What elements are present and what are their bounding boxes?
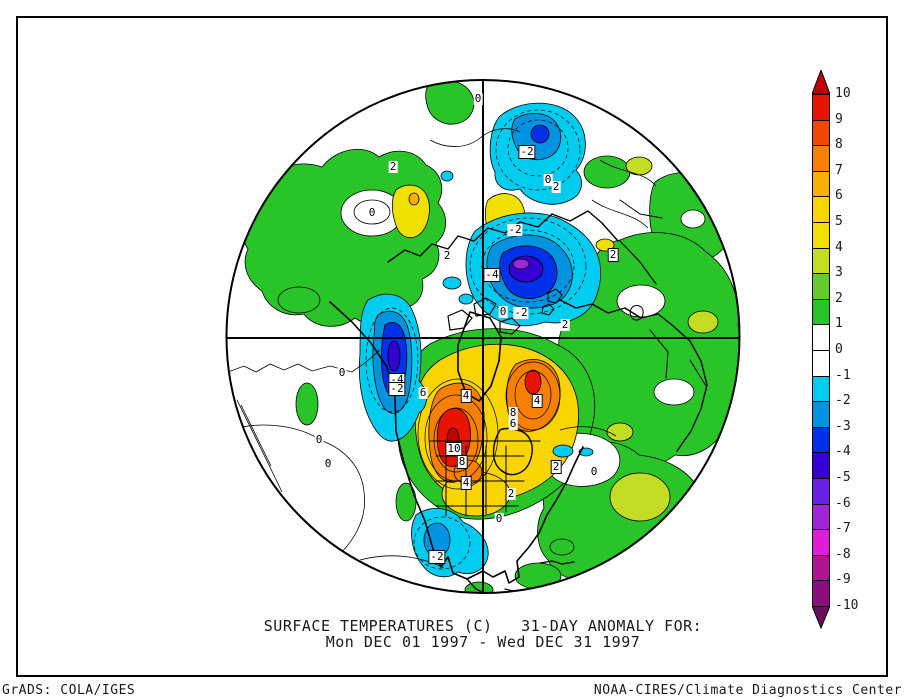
chart-title-line1: SURFACE TEMPERATURES (C) 31-DAY ANOMALY … <box>263 617 703 635</box>
colorbar-tick-label: -5 <box>835 470 851 485</box>
colorbar-tick-label: -2 <box>835 393 851 409</box>
colorbar-tick-label: -6 <box>835 495 851 511</box>
colorbar-tick-label: 9 <box>835 111 843 127</box>
colorbar-segment <box>812 298 830 326</box>
colorbar-top-arrow <box>812 70 830 94</box>
colorbar-top-arrow-shape <box>812 70 830 94</box>
colorbar-tick-label: 8 <box>835 137 843 153</box>
colorbar: 10 9 8 7 6 5 4 3 2 1 0 -1 -2 -3 -4 -5 -6 -7 -8 -9 -10 <box>812 70 872 630</box>
colorbar-segment <box>812 273 830 300</box>
colorbar-segment <box>812 401 830 428</box>
colorbar-bottom-arrow <box>812 606 830 629</box>
colorbar-tick-label: 1 <box>835 316 843 332</box>
colorbar-segment <box>812 94 830 121</box>
colorbar-segment <box>812 247 830 275</box>
colorbar-tick-label: 4 <box>835 239 843 255</box>
colorbar-tick-label: 10 <box>835 86 851 101</box>
credit-noaa: NOAA-CIRES/Climate Diagnostics Center <box>593 683 902 698</box>
colorbar-segment <box>812 580 830 607</box>
colorbar-tick-label: -7 <box>835 521 851 537</box>
political-boundaries <box>429 440 541 517</box>
plot-frame <box>16 16 888 677</box>
cold-anomaly-baffin <box>358 293 427 442</box>
colorbar-tick-label: 0 <box>835 342 843 357</box>
colorbar-segment <box>812 196 830 223</box>
colorbar-segment <box>812 324 830 351</box>
colorbar-tick-label: 2 <box>835 290 843 306</box>
colorbar-segment <box>812 478 830 505</box>
chart-title-line2: Mon DEC 01 1997 - Wed DEC 31 1997 <box>325 633 641 651</box>
colorbar-tick-label: -1 <box>835 367 851 383</box>
colorbar-segment <box>812 426 830 454</box>
colorbar-tick-label: -4 <box>835 444 851 460</box>
colorbar-segment <box>812 375 830 403</box>
colorbar-tick-label: -9 <box>835 572 851 588</box>
colorbar-tick-label: -10 <box>835 598 859 613</box>
colorbar-segment <box>812 554 830 582</box>
colorbar-tick-label: -8 <box>835 546 851 562</box>
cold-anomaly-siberia <box>440 170 602 326</box>
colorbar-tick-label: -3 <box>835 418 851 434</box>
colorbar-segment <box>812 452 830 479</box>
colorbar-tick-label: 3 <box>835 265 843 281</box>
credit-grads: GrADS: COLA/IGES <box>2 683 136 698</box>
negative-contour-rings <box>365 109 587 570</box>
coastlines <box>329 199 708 593</box>
colorbar-segment <box>812 503 830 531</box>
colorbar-tick-label: 6 <box>835 188 843 204</box>
colorbar-segment <box>812 350 830 377</box>
colorbar-tick-label: 7 <box>835 162 843 178</box>
colorbar-segment <box>812 119 830 147</box>
colorbar-tick-label: 5 <box>835 214 843 229</box>
colorbar-segment <box>812 529 830 556</box>
colorbar-segment <box>812 222 830 249</box>
colorbar-bottom-arrow-shape <box>812 606 830 629</box>
colorbar-segment <box>812 170 830 198</box>
colorbar-segment <box>812 145 830 172</box>
